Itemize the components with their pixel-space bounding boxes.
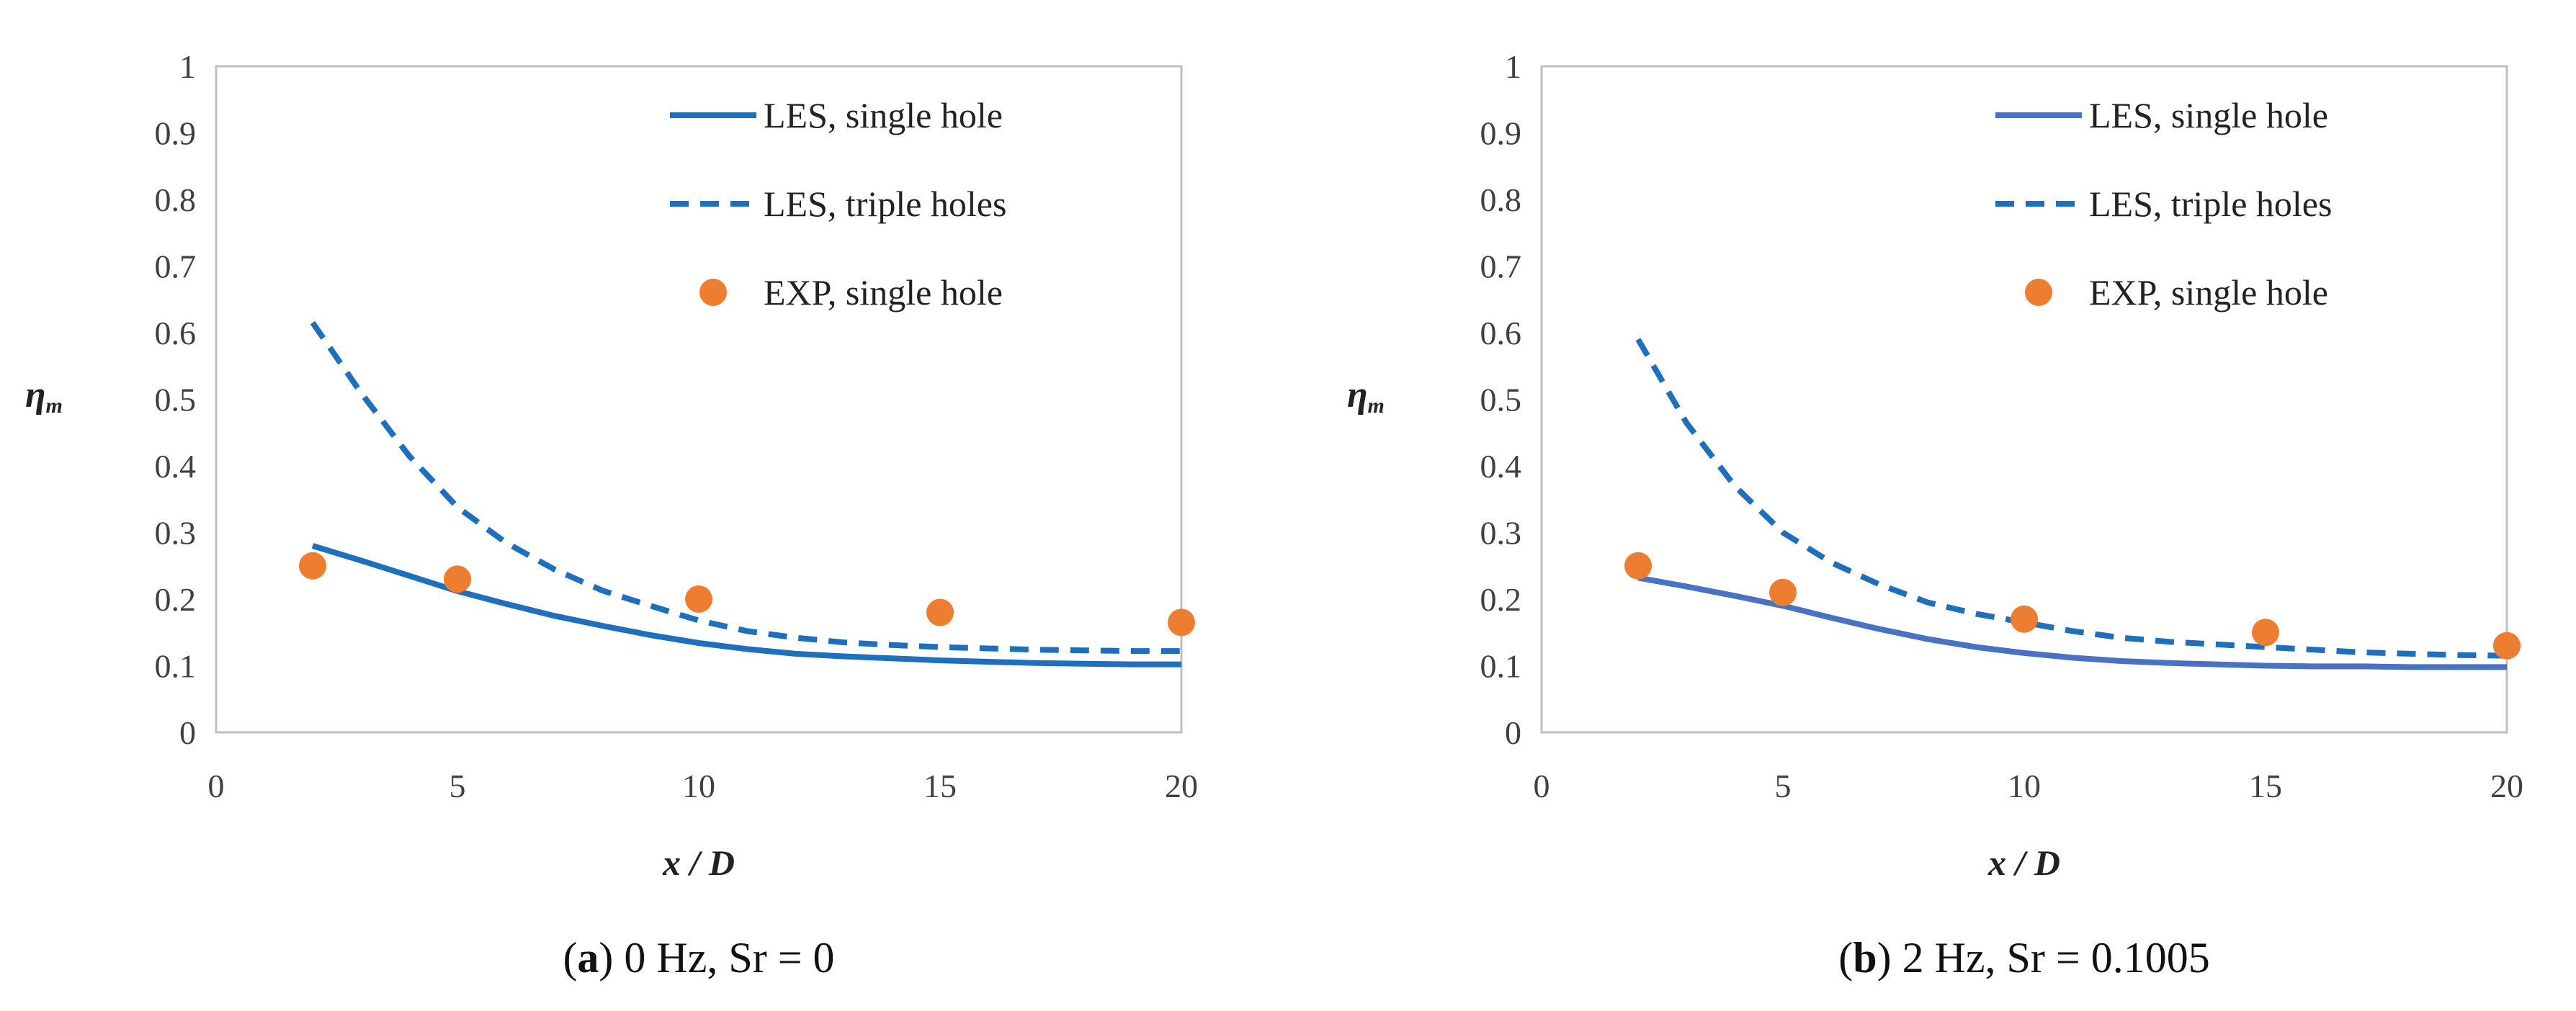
legend-label-a-2: EXP, single hole	[764, 272, 1003, 313]
x-tick-label-b-2: 10	[2008, 768, 2041, 804]
caption-b: (b) 2 Hz, Sr = 0.1005	[1838, 934, 2210, 981]
y-tick-label-a-7: 0.7	[155, 248, 197, 285]
legend-swatch-b-2	[2025, 279, 2052, 306]
data-point-a-2-3	[926, 598, 954, 626]
data-point-b-2-0	[1624, 552, 1652, 580]
plot-area-b	[1540, 65, 2508, 734]
y-tick-label-a-2: 0.2	[155, 581, 197, 618]
y-tick-label-b-7: 0.7	[1480, 248, 1522, 285]
caption-b-text: 2 Hz, Sr = 0.1005	[1892, 934, 2210, 981]
caption-b-letter: b	[1853, 934, 1877, 981]
legend-swatch-a-2	[699, 279, 727, 306]
y-tick-label-b-6: 0.6	[1480, 315, 1522, 351]
data-point-b-2-4	[2493, 632, 2521, 660]
data-point-b-2-1	[1769, 578, 1797, 606]
caption-b-close: )	[1877, 934, 1892, 981]
y-tick-label-a-10: 1	[179, 48, 196, 85]
legend-label-a-1: LES, triple holes	[764, 184, 1006, 224]
y-axis-title-a-base: η	[25, 374, 46, 415]
data-point-b-2-3	[2252, 619, 2279, 647]
y-tick-label-b-9: 0.9	[1480, 115, 1522, 152]
legend-label-b-0: LES, single hole	[2089, 95, 2328, 135]
panel-b: 0 0.1 0.2 0.3 0.4 0.5 0.6 0.7 0.8 0.9 1 0 5 10 15 20 x…	[1347, 48, 2523, 981]
y-axis-title-b-sub: m	[1368, 394, 1385, 418]
caption-a-close: )	[599, 934, 613, 981]
caption-a: (a) 0 Hz, Sr = 0	[563, 934, 834, 981]
data-point-a-2-4	[1168, 608, 1195, 637]
x-tick-label-b-1: 5	[1775, 768, 1792, 804]
x-tick-label-b-3: 15	[2249, 768, 2282, 804]
y-axis-title-b-base: η	[1347, 374, 1368, 415]
y-tick-label-b-10: 1	[1505, 48, 1521, 85]
legend-a: LES, single hole LES, triple holes EXP, si…	[670, 95, 1006, 313]
y-tick-label-b-0: 0	[1505, 714, 1521, 751]
x-axis-title-b: x / D	[1987, 842, 2060, 883]
data-point-a-2-2	[685, 585, 712, 613]
series-line-b-1	[1635, 338, 2508, 659]
x-tick-label-a-3: 15	[923, 768, 957, 804]
y-tick-label-b-2: 0.2	[1480, 581, 1522, 618]
y-tick-label-a-6: 0.6	[155, 315, 197, 351]
y-tick-label-b-4: 0.4	[1480, 448, 1522, 485]
caption-a-letter: a	[577, 934, 599, 981]
data-point-a-2-0	[299, 552, 326, 580]
legend-b: LES, single hole LES, triple holes EXP, si…	[1995, 95, 2332, 313]
series-line-a-0	[311, 543, 1181, 668]
series-a	[299, 320, 1195, 668]
y-tick-label-a-3: 0.3	[155, 515, 197, 552]
caption-a-text: 0 Hz, Sr = 0	[613, 934, 834, 981]
legend-label-b-1: LES, triple holes	[2089, 184, 2332, 224]
panel-a: 0 0.1 0.2 0.3 0.4 0.5 0.6 0.7 0.8 0.9 1 0 5 10 15 20 x…	[25, 48, 1198, 981]
x-tick-label-b-0: 0	[1534, 768, 1550, 804]
x-tick-label-b-4: 20	[2490, 768, 2523, 804]
series-line-a-1	[310, 320, 1181, 655]
x-tick-label-a-2: 10	[682, 768, 715, 804]
y-tick-label-a-8: 0.8	[155, 181, 197, 218]
y-axis-title-a-sub: m	[46, 394, 63, 418]
x-tick-label-a-4: 20	[1165, 768, 1198, 804]
data-point-a-2-1	[444, 565, 471, 593]
series-b	[1624, 338, 2521, 670]
x-tick-labels-b: 0 5 10 15 20	[1534, 768, 2524, 804]
plot-area-a	[215, 65, 1183, 734]
data-point-b-2-2	[2011, 605, 2038, 633]
y-axis-title-b: ηm	[1347, 374, 1385, 418]
caption-a-open: (	[563, 934, 577, 981]
y-axis-title-a: ηm	[25, 374, 63, 418]
x-tick-label-a-1: 5	[450, 768, 466, 804]
y-tick-label-a-9: 0.9	[155, 115, 197, 152]
y-tick-label-b-5: 0.5	[1480, 382, 1522, 418]
y-tick-label-a-0: 0	[179, 714, 196, 751]
y-tick-label-b-8: 0.8	[1480, 181, 1522, 218]
x-tick-labels-a: 0 5 10 15 20	[208, 768, 1199, 804]
y-tick-label-a-4: 0.4	[155, 448, 197, 485]
x-axis-title-a: x / D	[662, 842, 735, 883]
y-tick-label-b-3: 0.3	[1480, 515, 1522, 552]
y-tick-labels-b: 0 0.1 0.2 0.3 0.4 0.5 0.6 0.7 0.8 0.9 1	[1480, 48, 1522, 751]
y-tick-labels-a: 0 0.1 0.2 0.3 0.4 0.5 0.6 0.7 0.8 0.9 1	[155, 48, 197, 751]
y-tick-label-a-5: 0.5	[155, 382, 197, 418]
caption-b-open: (	[1838, 934, 1853, 981]
legend-label-a-0: LES, single hole	[764, 95, 1003, 135]
legend-label-b-2: EXP, single hole	[2089, 272, 2328, 313]
y-tick-label-a-1: 0.1	[155, 648, 197, 685]
x-tick-label-a-0: 0	[208, 768, 225, 804]
y-tick-label-b-1: 0.1	[1480, 648, 1522, 685]
